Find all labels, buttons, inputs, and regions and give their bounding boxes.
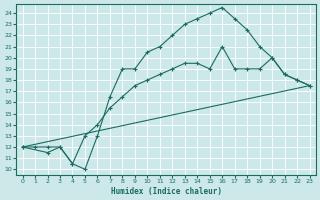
X-axis label: Humidex (Indice chaleur): Humidex (Indice chaleur): [111, 187, 221, 196]
